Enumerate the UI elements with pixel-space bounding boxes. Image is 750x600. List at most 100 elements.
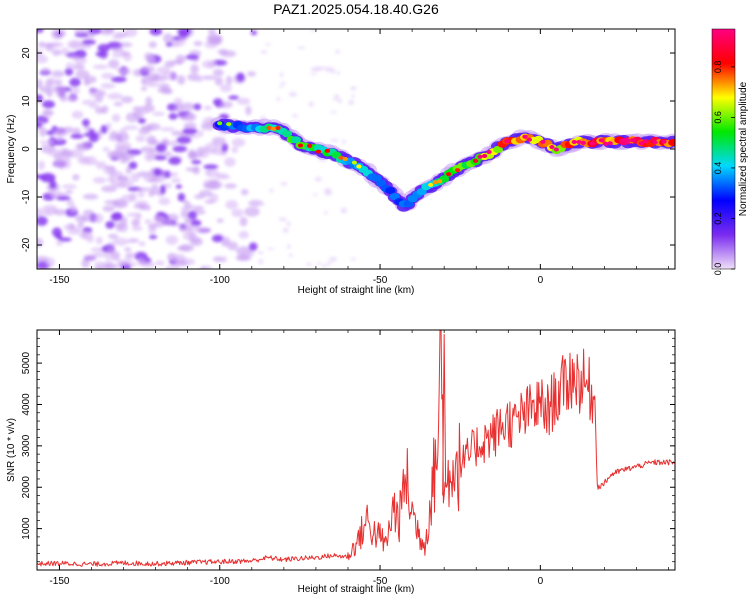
ridge-segment bbox=[603, 141, 609, 146]
noise-blob bbox=[340, 207, 348, 214]
noise-blob bbox=[107, 246, 115, 256]
noise-blob bbox=[310, 29, 316, 32]
noise-blob bbox=[216, 218, 224, 223]
noise-blob bbox=[118, 202, 129, 208]
noise-blob bbox=[68, 223, 75, 230]
noise-blob bbox=[219, 101, 233, 109]
noise-blob bbox=[225, 75, 233, 85]
noise-blob bbox=[182, 200, 190, 205]
noise-blob bbox=[137, 118, 146, 124]
noise-blob bbox=[54, 136, 64, 141]
noise-blob bbox=[52, 227, 62, 237]
noise-blob bbox=[348, 99, 355, 106]
noise-blob bbox=[160, 127, 176, 132]
noise-blob bbox=[335, 49, 340, 54]
noise-blob bbox=[127, 238, 139, 243]
noise-blob bbox=[250, 30, 258, 36]
noise-blob bbox=[202, 75, 217, 80]
noise-blob bbox=[77, 221, 85, 228]
noise-blob bbox=[105, 254, 118, 260]
ridge-segment bbox=[504, 139, 510, 144]
noise-blob bbox=[41, 110, 55, 115]
noise-blob bbox=[56, 196, 71, 201]
noise-blob bbox=[146, 56, 156, 66]
noise-blob bbox=[53, 209, 67, 216]
ridge-segment bbox=[338, 155, 344, 160]
noise-blob bbox=[37, 207, 45, 215]
noise-blob bbox=[171, 130, 184, 136]
noise-blob bbox=[119, 42, 133, 48]
noise-blob bbox=[83, 132, 99, 137]
noise-blob bbox=[198, 190, 213, 197]
noise-blob bbox=[145, 96, 153, 106]
noise-blob bbox=[212, 256, 224, 263]
snr-ytick-label: 1000 bbox=[21, 517, 32, 540]
noise-blob bbox=[332, 98, 341, 101]
snr-series-line bbox=[37, 330, 675, 567]
noise-blob bbox=[126, 212, 142, 217]
noise-blob bbox=[138, 241, 146, 247]
noise-blob bbox=[99, 29, 115, 36]
ridge-segment bbox=[486, 150, 492, 154]
noise-blob bbox=[196, 146, 209, 153]
noise-blob bbox=[104, 200, 119, 205]
ridge-segment bbox=[275, 126, 281, 130]
snr-ytick-label: 5000 bbox=[21, 352, 32, 375]
noise-blob bbox=[51, 70, 65, 78]
ridge-segment bbox=[621, 138, 627, 143]
snr-xtick-label: -150 bbox=[49, 576, 69, 587]
snr-xtick-label: -100 bbox=[210, 576, 230, 587]
noise-blob bbox=[37, 29, 44, 33]
noise-blob bbox=[44, 139, 55, 145]
noise-blob bbox=[72, 174, 80, 181]
noise-blob bbox=[55, 240, 64, 246]
noise-blob bbox=[297, 46, 306, 50]
snr-ytick-label: 3000 bbox=[21, 434, 32, 457]
noise-blob bbox=[42, 204, 58, 212]
noise-blob bbox=[95, 236, 103, 245]
noise-blob bbox=[47, 148, 61, 157]
noise-blob bbox=[179, 244, 194, 252]
snr-ticks: -150 -100 -50 0 1000 2000 3000 4000 5000 bbox=[21, 330, 675, 587]
ridge-segment bbox=[553, 147, 560, 152]
noise-blob bbox=[306, 262, 313, 266]
noise-blob bbox=[168, 113, 178, 120]
noise-blob bbox=[124, 247, 132, 252]
spectrogram-xlabel: Height of straight line (km) bbox=[298, 285, 415, 296]
noise-blob bbox=[135, 200, 148, 206]
noise-blob bbox=[190, 219, 202, 227]
noise-blob bbox=[206, 61, 217, 68]
ridge-segment bbox=[639, 141, 645, 146]
noise-blob bbox=[53, 128, 69, 137]
snr-ylabel: SNR (10 * v/v) bbox=[6, 418, 17, 482]
noise-blob bbox=[227, 241, 239, 251]
noise-blob bbox=[38, 160, 45, 171]
noise-blob bbox=[72, 63, 85, 70]
noise-blob bbox=[351, 94, 355, 98]
noise-blob bbox=[153, 215, 165, 224]
noise-blob bbox=[121, 96, 134, 104]
noise-blob bbox=[177, 192, 186, 202]
noise-blob bbox=[182, 232, 197, 241]
noise-blob bbox=[144, 152, 155, 162]
noise-blob bbox=[115, 141, 132, 151]
noise-blob bbox=[105, 165, 116, 171]
noise-blob bbox=[278, 85, 284, 88]
noise-blob bbox=[203, 164, 219, 170]
noise-blob bbox=[70, 133, 84, 139]
noise-blob bbox=[193, 103, 202, 111]
noise-blob bbox=[333, 94, 340, 99]
noise-blob bbox=[149, 29, 163, 36]
noise-blob bbox=[66, 199, 75, 207]
noise-blob bbox=[79, 231, 94, 239]
noise-blob bbox=[94, 261, 105, 269]
noise-blob bbox=[144, 219, 152, 225]
noise-blob bbox=[258, 258, 264, 265]
noise-blob bbox=[38, 41, 46, 48]
noise-blob bbox=[174, 260, 189, 267]
ridge-segment bbox=[356, 164, 362, 169]
noise-blob bbox=[116, 67, 131, 72]
colorbar-tick-label: 0.6 bbox=[713, 111, 723, 124]
noise-blob bbox=[141, 261, 156, 268]
